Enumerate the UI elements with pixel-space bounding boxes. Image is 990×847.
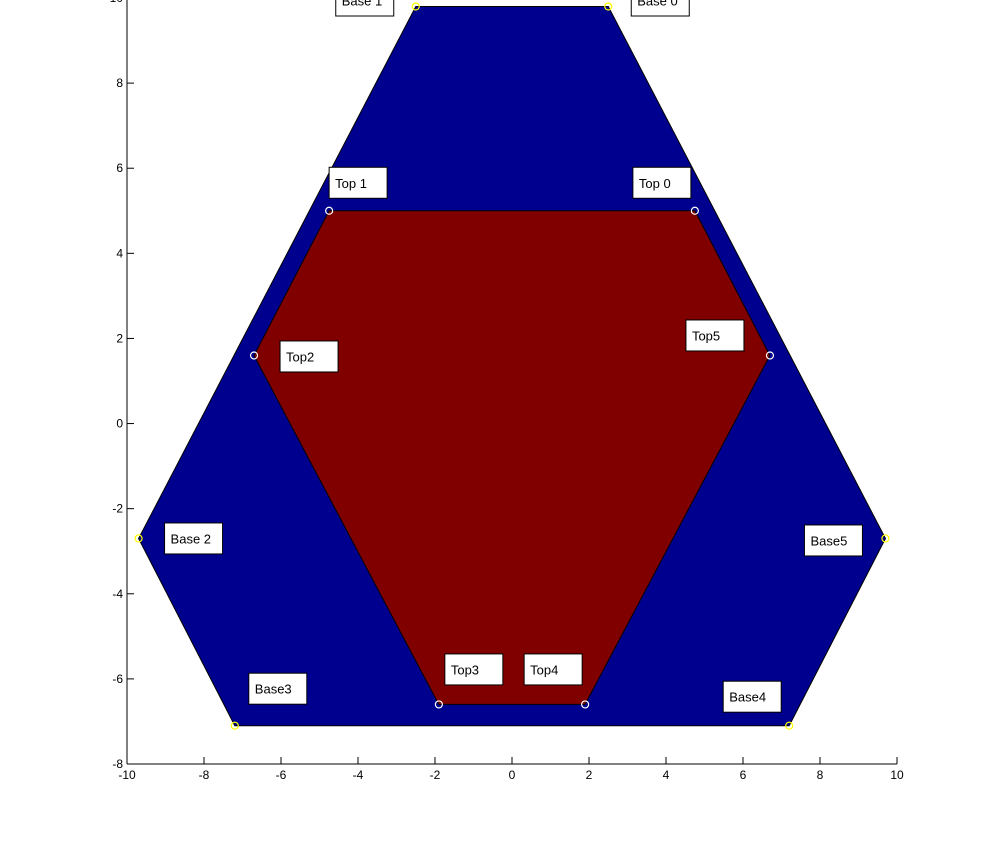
x-tick-label: 0	[509, 768, 516, 782]
vertex-label: Base 1	[342, 0, 382, 9]
vertex-label: Base5	[810, 533, 847, 548]
y-tick-label: 4	[116, 246, 123, 260]
x-tick-label: 8	[817, 768, 824, 782]
y-tick-label: 2	[116, 331, 123, 345]
x-tick-label: -6	[276, 768, 287, 782]
polygons-layer	[139, 7, 886, 726]
y-tick-label: 0	[116, 417, 123, 431]
vertex-label: Base 2	[171, 531, 211, 546]
x-tick-label: -2	[430, 768, 441, 782]
y-tick-label: 10	[110, 0, 124, 5]
x-tick-label: 4	[663, 768, 670, 782]
y-tick-label: -6	[112, 672, 123, 686]
vertex-label: Base 0	[637, 0, 677, 9]
vertex-label: Top5	[692, 328, 720, 343]
y-tick-label: 8	[116, 76, 123, 90]
y-tick-label: -2	[112, 502, 123, 516]
vertex-label: Top 1	[335, 176, 367, 191]
x-tick-label: 2	[586, 768, 593, 782]
y-tick-label: -4	[112, 587, 123, 601]
x-tick-label: 6	[740, 768, 747, 782]
x-tick-label: 10	[890, 768, 904, 782]
vertex-label: Top 0	[639, 176, 671, 191]
vertex-label: Base3	[255, 682, 292, 697]
vertex-label: Base4	[729, 690, 766, 705]
vertex-label: Top2	[286, 349, 314, 364]
x-tick-label: -8	[199, 768, 210, 782]
y-tick-label: 6	[116, 161, 123, 175]
vertex-label: Top3	[451, 662, 479, 677]
y-tick-label: -8	[112, 757, 123, 771]
x-tick-label: -4	[353, 768, 364, 782]
vertex-label: Top4	[530, 662, 558, 677]
